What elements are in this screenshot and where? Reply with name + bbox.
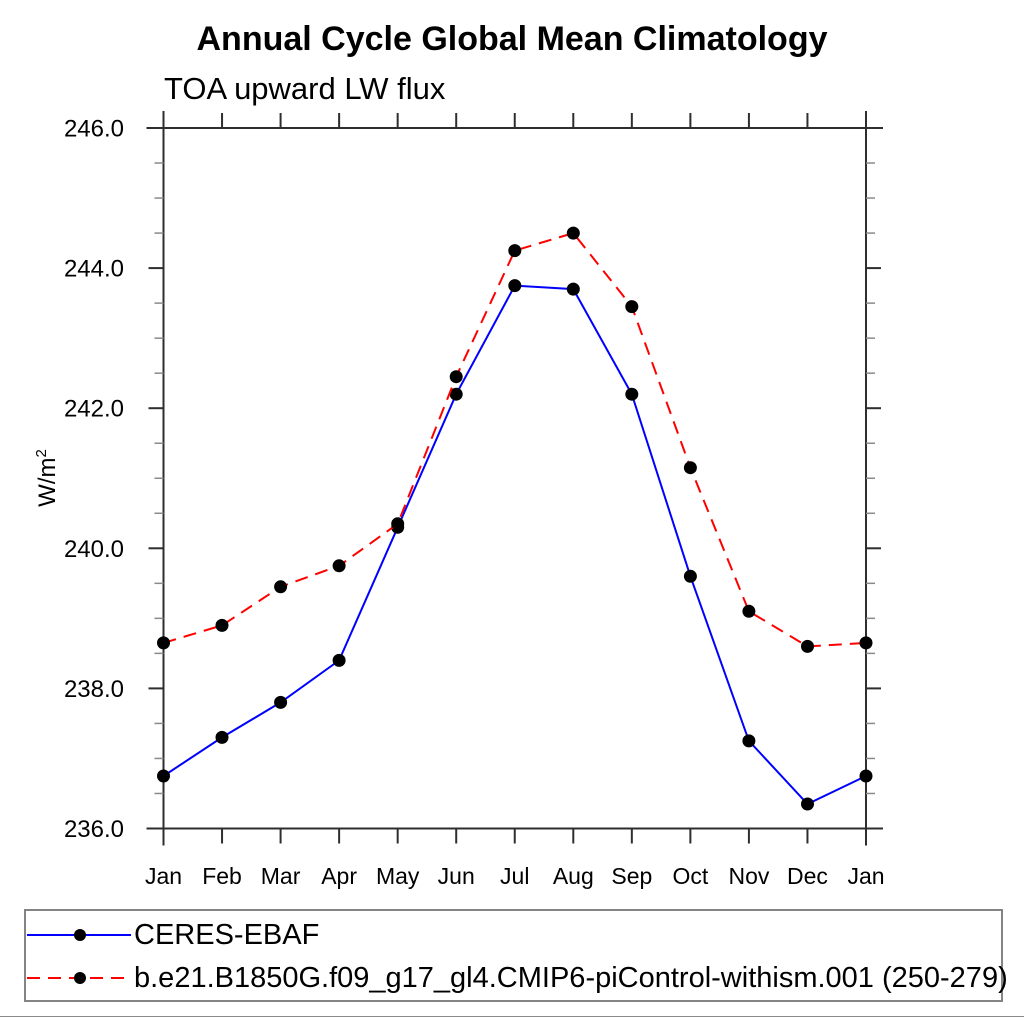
data-point-marker — [215, 730, 229, 744]
x-tick-label: Mar — [261, 863, 301, 889]
legend-item-ceres: CERES-EBAF — [26, 915, 319, 955]
data-point-marker — [801, 639, 814, 653]
x-tick-label: Feb — [202, 863, 242, 889]
legend-swatch-model-line-icon — [27, 972, 131, 984]
data-point-marker — [508, 244, 522, 258]
data-point-marker — [332, 559, 346, 573]
legend-label-ceres: CERES-EBAF — [134, 919, 320, 951]
x-tick-label: Nov — [728, 863, 769, 889]
data-point-marker — [157, 769, 170, 783]
legend-item-model: b.e21.B1850G.f09_g17_gl4.CMIP6-piControl… — [26, 958, 1008, 998]
x-tick-label: Jul — [500, 863, 529, 889]
y-tick-label: 246.0 — [64, 116, 124, 143]
data-point-marker — [566, 282, 580, 296]
plot-frame — [146, 111, 883, 846]
series-model — [157, 226, 873, 653]
y-tick-label: 244.0 — [64, 256, 124, 283]
chart-subtitle: TOA upward LW flux — [164, 71, 446, 106]
series-ceres — [157, 279, 873, 811]
data-point-marker — [859, 769, 873, 783]
data-point-marker — [683, 461, 697, 475]
data-point-marker — [742, 734, 756, 748]
data-point-marker — [274, 695, 288, 709]
series-line — [163, 231, 867, 648]
data-point-marker — [391, 517, 405, 531]
y-axis: 236.0 238.0 240.0 242.0 244.0 246.0 — [64, 116, 881, 843]
x-tick-label: Dec — [787, 863, 828, 889]
data-point-marker — [157, 636, 170, 650]
x-tick-label: Sep — [611, 863, 652, 889]
data-point-marker — [683, 569, 697, 583]
series-line — [162, 284, 867, 806]
x-tick-label: Jun — [438, 863, 475, 889]
data-point-marker — [801, 797, 814, 811]
data-point-marker — [625, 300, 639, 314]
legend-swatch-ceres-line-icon — [27, 929, 131, 941]
data-point-marker — [449, 387, 463, 401]
y-tick-label: 238.0 — [64, 676, 124, 703]
legend-label-model: b.e21.B1850G.f09_g17_gl4.CMIP6-piControl… — [134, 962, 1008, 994]
data-point-marker — [274, 580, 288, 594]
x-tick-label: May — [376, 863, 420, 889]
data-point-marker — [742, 604, 756, 618]
x-tick-label: Oct — [672, 863, 708, 889]
data-point-marker — [449, 370, 463, 384]
data-point-marker — [625, 387, 639, 401]
x-tick-label: Apr — [321, 863, 357, 889]
chart-title: Annual Cycle Global Mean Climatology — [196, 20, 828, 58]
x-tick-label: Aug — [553, 863, 594, 889]
x-tick-label: Jan — [145, 863, 182, 889]
y-tick-label: 236.0 — [64, 816, 124, 843]
data-point-marker — [215, 618, 229, 632]
data-point-marker — [859, 636, 873, 650]
canvas-edge-line — [0, 1016, 1024, 1017]
y-tick-label: 240.0 — [64, 536, 124, 563]
legend: CERES-EBAF b.e21.B1850G.f09_g17_gl4.CMIP… — [24, 909, 1008, 1002]
x-axis: Jan Feb Mar Apr May Jun Jul Aug Sep Oct Nov Dec Jan — [145, 113, 885, 889]
data-point-marker — [508, 279, 522, 293]
data-point-marker — [332, 653, 346, 667]
x-tick-label: Jan — [847, 863, 884, 889]
y-tick-label: 242.0 — [64, 396, 124, 423]
data-point-marker — [566, 226, 580, 240]
